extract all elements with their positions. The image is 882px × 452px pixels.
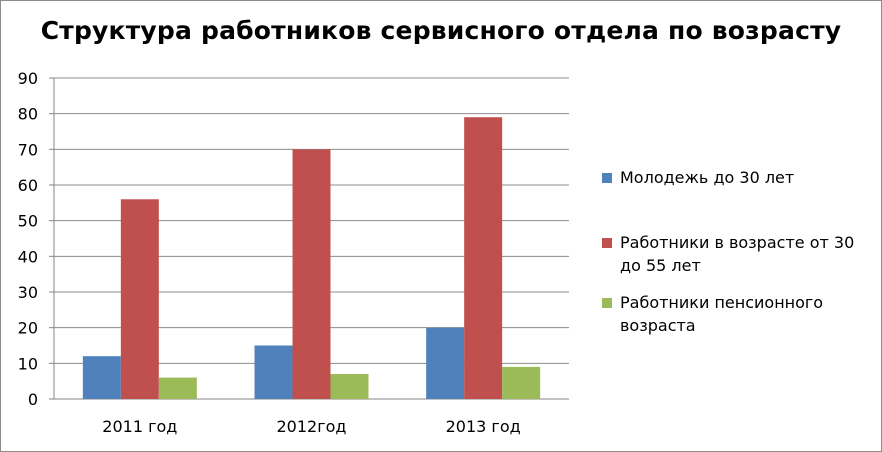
legend-item-pension-age: Работники пенсионного возраста bbox=[602, 291, 872, 337]
legend-label-youth: Молодежь до 30 лет bbox=[620, 168, 795, 187]
x-category-label: 2013 год bbox=[446, 417, 521, 436]
legend-swatch-youth bbox=[602, 173, 612, 183]
y-tick-label: 20 bbox=[18, 319, 38, 338]
legend-item-youth: Молодежь до 30 лет bbox=[602, 166, 794, 189]
x-category-label: 2012год bbox=[277, 417, 347, 436]
bar-middle-age bbox=[120, 199, 159, 399]
legend-swatch-pension-age bbox=[602, 298, 612, 308]
y-tick-label: 0 bbox=[28, 390, 38, 409]
bar-pension-age bbox=[502, 366, 541, 399]
legend-item-middle-age: Работники в возрасте от 30 до 55 лет bbox=[602, 231, 872, 277]
bar-pension-age bbox=[158, 377, 197, 399]
bar-youth bbox=[82, 356, 121, 399]
y-tick-label: 40 bbox=[18, 247, 38, 266]
y-tick-label: 10 bbox=[18, 354, 38, 373]
y-tick-label: 90 bbox=[18, 69, 38, 88]
legend-label-middle-age: Работники в возрасте от 30 до 55 лет bbox=[620, 233, 855, 275]
legend-label-pension-age: Работники пенсионного возраста bbox=[620, 293, 824, 335]
chart-title: Структура работников сервисного отдела п… bbox=[40, 16, 842, 45]
legend-swatch-middle-age bbox=[602, 238, 612, 248]
y-tick-label: 30 bbox=[18, 283, 38, 302]
bar-middle-age bbox=[464, 117, 503, 399]
y-tick-label: 60 bbox=[18, 176, 38, 195]
bar-youth bbox=[254, 345, 293, 399]
y-tick-label: 50 bbox=[18, 212, 38, 231]
bar-middle-age bbox=[292, 149, 331, 399]
bar-pension-age bbox=[330, 374, 369, 399]
bar-youth bbox=[426, 327, 465, 399]
x-category-label: 2011 год bbox=[102, 417, 177, 436]
y-tick-label: 70 bbox=[18, 140, 38, 159]
y-tick-label: 80 bbox=[18, 105, 38, 124]
